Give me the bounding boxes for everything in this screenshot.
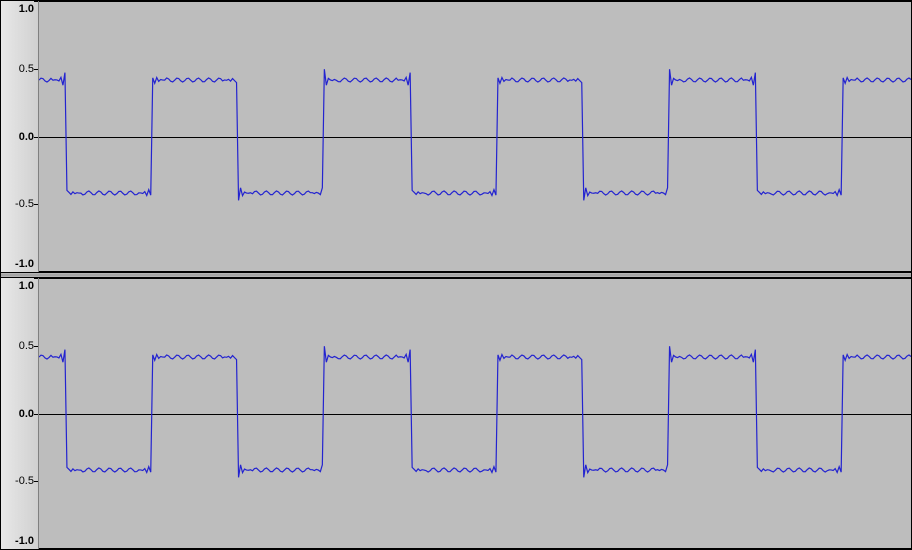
ruler-tick	[34, 272, 38, 273]
ruler-tick	[34, 204, 38, 205]
waveform-path	[39, 346, 911, 477]
ruler-label: 0.5	[19, 63, 34, 75]
waveform-svg-right	[39, 279, 911, 548]
ruler-label: -0.5	[15, 198, 34, 210]
waveform-canvas-left[interactable]	[39, 1, 911, 272]
ruler-tick	[34, 414, 38, 415]
waveform-canvas-right[interactable]	[39, 278, 911, 549]
ruler-label: 0.0	[19, 408, 34, 420]
ruler-label: -0.5	[15, 475, 34, 487]
ruler-tick	[34, 69, 38, 70]
waveform-track-container: 1.0 0.5 0.0 -0.5 -1.0 1.0 0.5 0.0 -0.5 -1.0	[1, 1, 911, 549]
amplitude-ruler-left: 1.0 0.5 0.0 -0.5 -1.0	[1, 1, 39, 272]
waveform-svg-left	[39, 2, 911, 271]
waveform-track-right: 1.0 0.5 0.0 -0.5 -1.0	[1, 278, 911, 549]
waveform-path	[39, 69, 911, 200]
waveform-track-left: 1.0 0.5 0.0 -0.5 -1.0	[1, 1, 911, 272]
ruler-label: -1.0	[15, 258, 34, 270]
ruler-label: -1.0	[15, 535, 34, 547]
ruler-label: 1.0	[19, 3, 34, 15]
ruler-tick	[34, 481, 38, 482]
ruler-tick	[34, 137, 38, 138]
ruler-tick	[34, 346, 38, 347]
amplitude-ruler-right: 1.0 0.5 0.0 -0.5 -1.0	[1, 278, 39, 549]
ruler-label: 0.5	[19, 340, 34, 352]
ruler-label: 1.0	[19, 280, 34, 292]
ruler-tick	[34, 278, 38, 279]
ruler-label: 0.0	[19, 131, 34, 143]
ruler-tick	[34, 1, 38, 2]
